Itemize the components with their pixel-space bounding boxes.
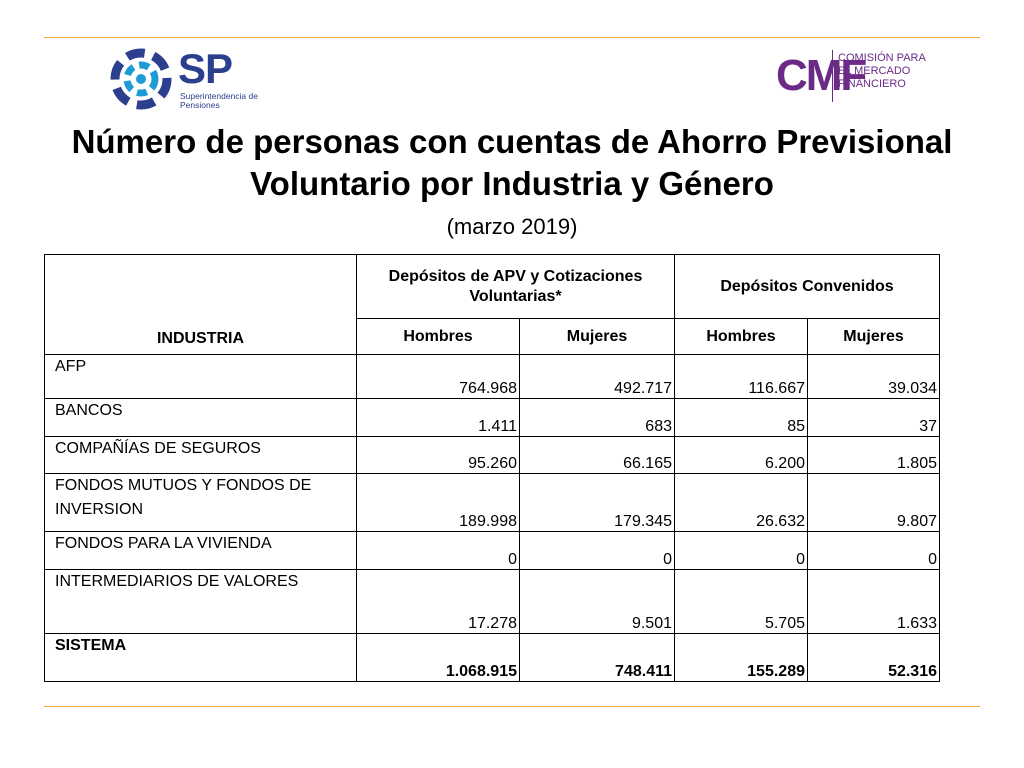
table-row: FONDOS PARA LA VIVIENDA 0 0 0 0	[44, 531, 940, 570]
top-rule	[44, 37, 980, 38]
row-label: FONDOS MUTUOS Y FONDOS DE INVERSION	[44, 473, 357, 532]
cell-value: 85	[674, 398, 808, 437]
row-label: AFP	[44, 354, 357, 399]
industria-header: INDUSTRIA	[44, 254, 357, 355]
cell-value: 26.632	[674, 473, 808, 532]
cell-value: 1.411	[356, 398, 520, 437]
page-title: Número de personas con cuentas de Ahorro…	[71, 123, 953, 202]
subheader-mujeres-convenidos: Mujeres	[807, 318, 940, 355]
total-value: 1.068.915	[356, 633, 520, 682]
total-value: 52.316	[807, 633, 940, 682]
sp-logo-mark: SP	[178, 45, 233, 92]
cell-value: 37	[807, 398, 940, 437]
cell-value: 39.034	[807, 354, 940, 399]
cell-value: 95.260	[356, 436, 520, 474]
total-label: SISTEMA	[44, 633, 357, 682]
cell-value: 5.705	[674, 569, 808, 634]
subheader-hombres-apv: Hombres	[356, 318, 520, 355]
sp-emblem-icon	[110, 48, 172, 110]
sp-logo: SP Superintendencia de Pensiones	[106, 44, 276, 114]
bottom-rule	[44, 706, 980, 707]
cell-value: 492.717	[519, 354, 675, 399]
sp-logo-subtitle: Superintendencia de Pensiones	[180, 91, 258, 110]
cell-value: 6.200	[674, 436, 808, 474]
page-subtitle: (marzo 2019)	[446, 214, 578, 239]
row-label: COMPAÑÍAS DE SEGUROS	[44, 436, 357, 474]
cell-value: 179.345	[519, 473, 675, 532]
cell-value: 17.278	[356, 569, 520, 634]
row-label: FONDOS PARA LA VIVIENDA	[44, 531, 357, 570]
total-value: 748.411	[519, 633, 675, 682]
cmf-logo-divider	[832, 50, 833, 102]
cmf-logo-subtitle: COMISIÓN PARA EL MERCADO FINANCIERO	[838, 52, 926, 90]
cmf-logo: CMF COMISIÓN PARA EL MERCADO FINANCIERO	[776, 46, 946, 110]
total-value: 155.289	[674, 633, 808, 682]
table-row: FONDOS MUTUOS Y FONDOS DE INVERSION 189.…	[44, 473, 940, 532]
cmf-logo-mark: CMF	[776, 51, 867, 100]
table-row: COMPAÑÍAS DE SEGUROS 95.260 66.165 6.200…	[44, 436, 940, 474]
cell-value: 764.968	[356, 354, 520, 399]
subheader-hombres-convenidos: Hombres	[674, 318, 808, 355]
cell-value: 0	[356, 531, 520, 570]
subheader-mujeres-apv: Mujeres	[519, 318, 675, 355]
table-row: BANCOS 1.411 683 85 37	[44, 398, 940, 437]
cell-value: 66.165	[519, 436, 675, 474]
row-label: BANCOS	[44, 398, 357, 437]
cell-value: 116.667	[674, 354, 808, 399]
cell-value: 0	[807, 531, 940, 570]
cell-value: 9.501	[519, 569, 675, 634]
cell-value: 0	[674, 531, 808, 570]
industry-gender-table: INDUSTRIA Depósitos de APV y Cotizacione…	[44, 254, 940, 682]
cell-value: 1.805	[807, 436, 940, 474]
cell-value: 683	[519, 398, 675, 437]
table-row: AFP 764.968 492.717 116.667 39.034	[44, 354, 940, 399]
convenidos-group-header: Depósitos Convenidos	[674, 254, 940, 319]
cell-value: 9.807	[807, 473, 940, 532]
cell-value: 189.998	[356, 473, 520, 532]
cell-value: 1.633	[807, 569, 940, 634]
cell-value: 0	[519, 531, 675, 570]
row-label: INTERMEDIARIOS DE VALORES	[44, 569, 357, 634]
apv-group-header: Depósitos de APV y Cotizaciones Voluntar…	[356, 254, 675, 319]
table-total-row: SISTEMA 1.068.915 748.411 155.289 52.316	[44, 633, 940, 682]
table-row: INTERMEDIARIOS DE VALORES 17.278 9.501 5…	[44, 569, 940, 634]
